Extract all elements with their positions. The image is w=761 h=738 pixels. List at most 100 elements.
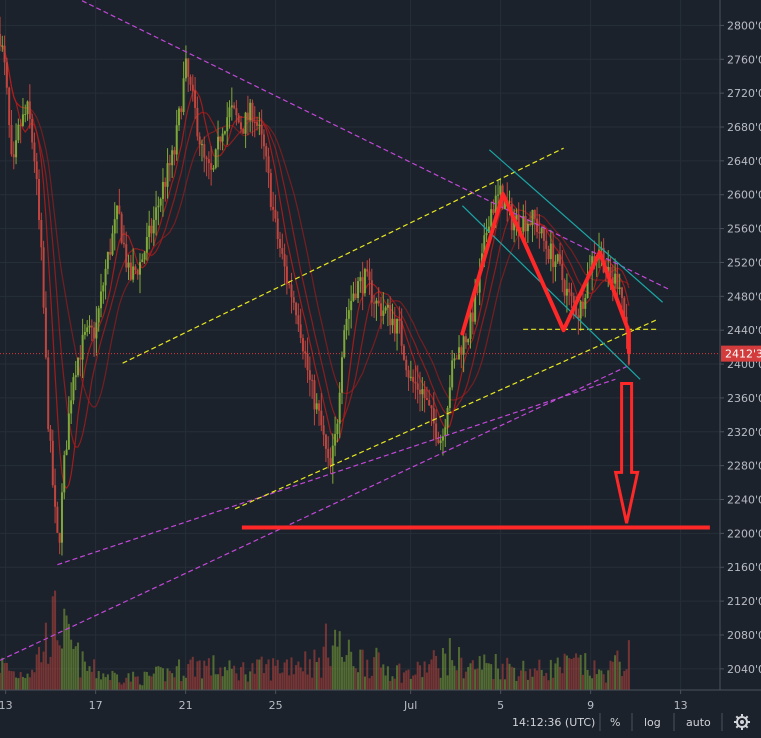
volume-bar bbox=[506, 657, 509, 690]
candle-body bbox=[127, 262, 130, 268]
volume-bar bbox=[164, 681, 167, 690]
volume-bar bbox=[453, 665, 456, 690]
candle-body bbox=[354, 293, 357, 298]
candle-body bbox=[343, 330, 346, 358]
volume-bar bbox=[448, 638, 451, 690]
gear-icon[interactable] bbox=[734, 714, 750, 730]
candle-body bbox=[423, 389, 426, 399]
volume-bar bbox=[598, 669, 601, 690]
y-tick-label: 2480'0 bbox=[727, 290, 761, 303]
volume-bar bbox=[373, 657, 376, 690]
candle-body bbox=[3, 45, 6, 63]
candle-body bbox=[99, 291, 102, 309]
volume-bar bbox=[251, 663, 254, 690]
candle-body bbox=[38, 179, 41, 221]
volume-bar bbox=[485, 663, 488, 690]
log-toggle[interactable]: log bbox=[644, 716, 661, 729]
candle-body bbox=[49, 429, 52, 441]
candle-body bbox=[267, 156, 270, 174]
volume-bar bbox=[467, 667, 470, 690]
candle-body bbox=[8, 87, 11, 126]
volume-bar bbox=[166, 668, 169, 690]
x-tick-label: 13 bbox=[674, 699, 688, 712]
candle-body bbox=[517, 214, 520, 232]
volume-bar bbox=[306, 674, 309, 690]
candle-body bbox=[304, 351, 307, 354]
candle-body bbox=[164, 181, 167, 187]
volume-bar bbox=[430, 659, 433, 690]
x-tick-label: Jul bbox=[403, 699, 417, 712]
candle-body bbox=[226, 117, 229, 132]
candle-body bbox=[5, 62, 8, 88]
auto-toggle[interactable]: auto bbox=[686, 716, 711, 729]
volume-bar bbox=[173, 677, 176, 690]
percent-toggle[interactable]: % bbox=[610, 716, 620, 729]
volume-bar bbox=[132, 671, 135, 690]
candle-body bbox=[407, 370, 410, 378]
volume-bar bbox=[366, 659, 369, 690]
volume-bar bbox=[308, 659, 311, 690]
candle-body bbox=[409, 376, 412, 378]
candle-body bbox=[132, 266, 135, 280]
volume-bar bbox=[329, 666, 332, 690]
candle-body bbox=[352, 293, 355, 301]
volume-bar bbox=[33, 672, 36, 690]
volume-bar bbox=[15, 677, 18, 690]
candle-body bbox=[494, 195, 497, 213]
candle-body bbox=[391, 318, 394, 326]
volume-bar bbox=[547, 680, 550, 690]
candle-body bbox=[439, 440, 442, 443]
y-tick-label: 2240'0 bbox=[727, 494, 761, 507]
candle-body bbox=[524, 216, 527, 232]
volume-bar bbox=[368, 678, 371, 690]
volume-bar bbox=[125, 677, 128, 690]
candle-body bbox=[40, 220, 43, 248]
candle-body bbox=[155, 207, 158, 220]
volume-bar bbox=[106, 674, 109, 690]
candle-body bbox=[386, 305, 389, 308]
candle-body bbox=[419, 389, 422, 395]
volume-bar bbox=[531, 676, 534, 690]
candle-body bbox=[161, 181, 164, 199]
volume-bar bbox=[435, 655, 438, 690]
candle-body bbox=[471, 312, 474, 322]
volume-bar bbox=[419, 665, 422, 690]
volume-bar bbox=[322, 646, 325, 690]
volume-bar bbox=[10, 671, 13, 690]
candle-body bbox=[258, 124, 261, 126]
volume-bar bbox=[272, 658, 275, 690]
volume-bar bbox=[279, 673, 282, 690]
volume-bar bbox=[623, 671, 626, 690]
volume-bar bbox=[405, 670, 408, 690]
candle-body bbox=[159, 198, 162, 206]
candle-body bbox=[575, 302, 578, 316]
volume-bar bbox=[421, 677, 424, 690]
volume-bar bbox=[568, 658, 571, 690]
volume-bar bbox=[439, 677, 442, 690]
volume-bar bbox=[324, 623, 327, 690]
volume-bar bbox=[340, 656, 343, 690]
volume-bar bbox=[24, 678, 27, 690]
volume-bar bbox=[159, 667, 162, 690]
candle-body bbox=[529, 223, 532, 226]
candle-body bbox=[432, 408, 435, 424]
volume-bar bbox=[350, 651, 353, 690]
candle-body bbox=[272, 206, 275, 210]
candle-body bbox=[469, 312, 472, 339]
volume-bar bbox=[111, 670, 114, 690]
trendline bbox=[79, 0, 670, 291]
candle-body bbox=[311, 379, 314, 381]
volume-bar bbox=[196, 661, 199, 690]
candle-body bbox=[235, 108, 238, 116]
candle-body bbox=[194, 90, 197, 108]
candle-body bbox=[290, 284, 293, 298]
candle-body bbox=[614, 273, 617, 284]
volume-bar bbox=[171, 673, 174, 690]
candle-body bbox=[402, 345, 405, 360]
candle-body bbox=[446, 408, 449, 428]
candle-body bbox=[377, 300, 380, 304]
volume-bar bbox=[522, 660, 525, 690]
volume-bar bbox=[382, 664, 385, 690]
candle-body bbox=[173, 150, 176, 155]
